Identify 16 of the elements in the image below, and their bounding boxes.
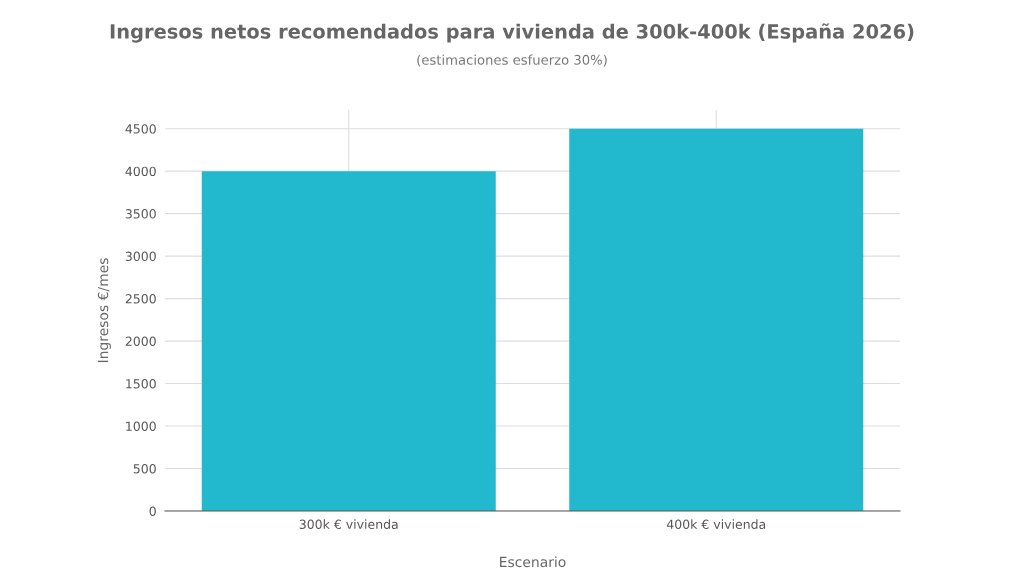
y-tick-label: 4000 [125, 166, 156, 177]
y-axis-title: Ingresos €/mes [97, 258, 111, 363]
x-axis-title: Escenario [500, 556, 566, 568]
y-tick-label: 0 [149, 506, 156, 516]
y-tick-label: 3000 [125, 251, 156, 262]
y-tick-label: 500 [133, 463, 156, 474]
y-tick-label: 3500 [125, 209, 156, 219]
y-tick-label: 1000 [126, 421, 156, 431]
y-tick-label: 4500 [125, 124, 156, 134]
y-tick-label: 2000 [125, 336, 156, 347]
y-tick-label: 1500 [126, 379, 156, 389]
x-tick-label: 400k € vivienda [666, 519, 766, 530]
chart-title: Ingresos netos recomendados para vivienda de 300k-400k (España 2026) [110, 23, 914, 43]
chart-subtitle: (estimaciones esfuerzo 30%) [417, 54, 607, 67]
y-tick-label: 2500 [125, 294, 156, 304]
x-tick-label: 300k € vivienda [299, 519, 398, 530]
